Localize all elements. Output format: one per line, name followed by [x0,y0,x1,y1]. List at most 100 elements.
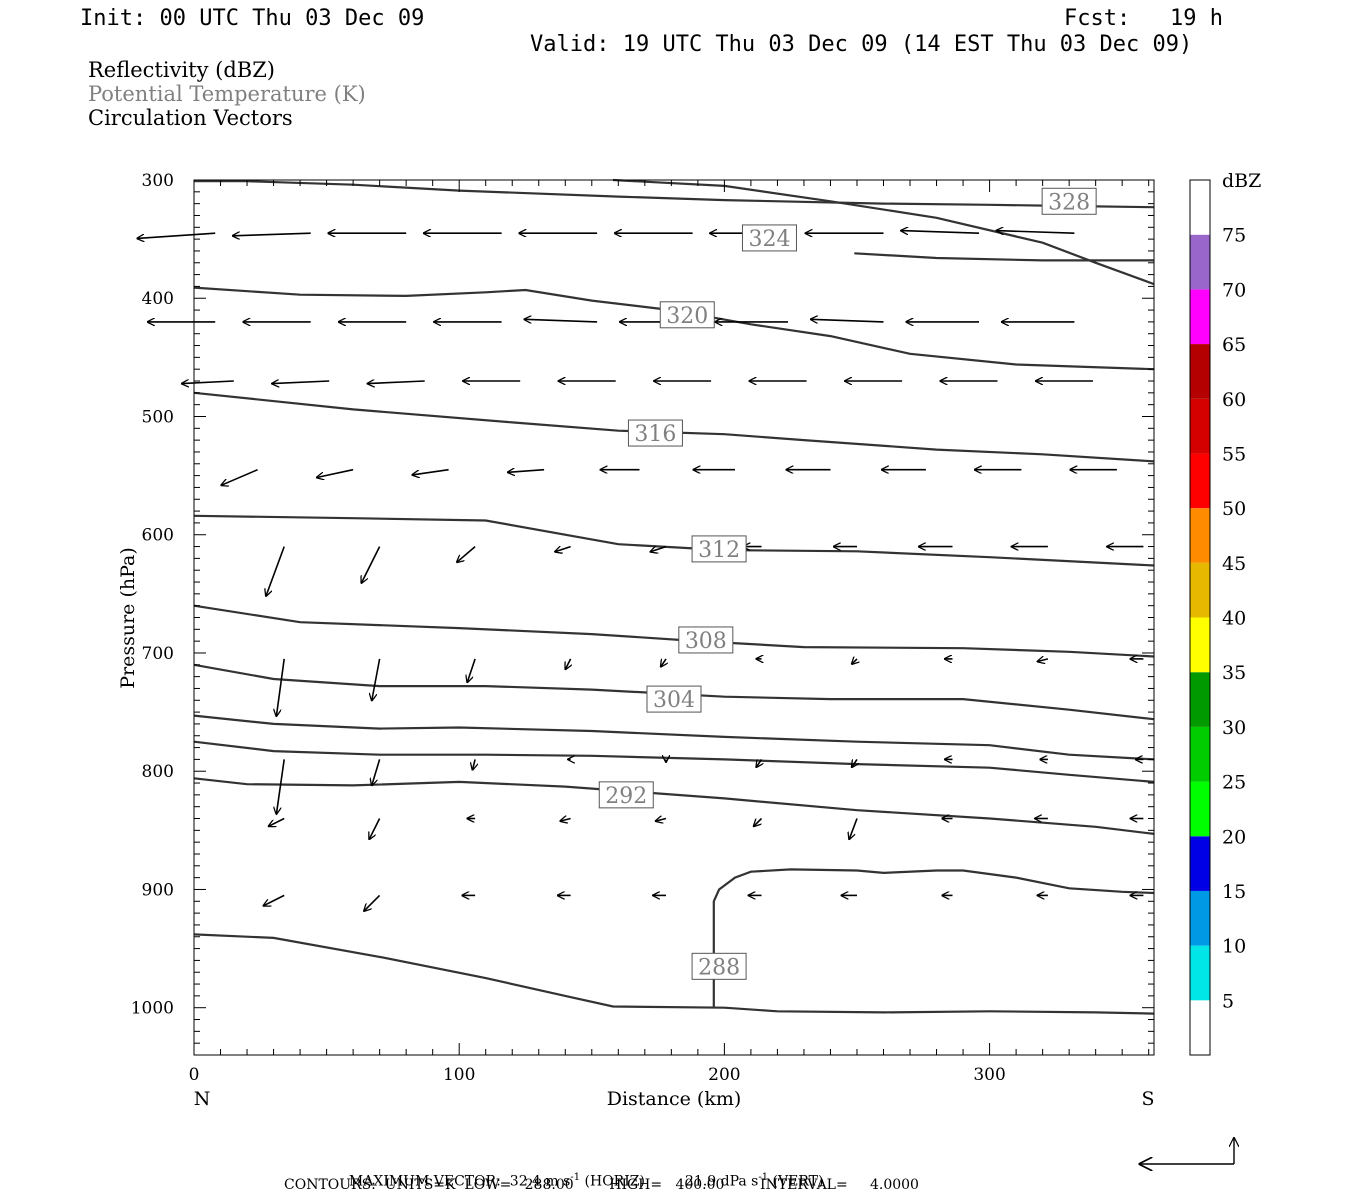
y-tick-label: 300 [142,171,174,191]
colorbar-level-label: 70 [1222,279,1246,301]
contour-label-box [627,419,683,447]
circulation-vector [650,547,667,552]
circulation-vector [276,658,285,716]
colorbar-segment [1190,508,1210,563]
circulation-vector [560,819,571,822]
circulation-vector [372,658,381,701]
circulation-vector [368,381,425,384]
circulation-vector [317,468,354,478]
colorbar-segment [1190,453,1210,509]
colorbar-level-label: 15 [1222,881,1246,903]
colorbar-segment [1190,890,1210,946]
circulation-vector [361,546,381,583]
circulation-vector [372,759,381,785]
colorbar-segment [1190,945,1210,1001]
contour-label-box [659,301,715,329]
colorbar-level-label: 25 [1222,772,1246,794]
contour-label-304: 304 [646,685,702,713]
contour-label-box [741,224,797,252]
contour-label-text: 316 [634,422,676,447]
colorbar-level-label: 40 [1222,608,1246,630]
circulation-vector [467,658,476,682]
colorbar-segment [1190,672,1210,727]
circulation-vector [276,759,285,814]
contours-note: CONTOURS: UNITS=K LOW= 288.00 HIGH= 400.… [284,1177,919,1193]
y-tick-label: 800 [142,762,174,782]
theta-contour-292 [193,777,1155,835]
theta-contour-unlabeled [712,868,1155,1008]
circulation-vector [182,381,234,384]
y-axis-title: Pressure (hPa) [117,547,139,689]
x-axis-title: Distance (km) [607,1088,742,1110]
colorbar-segment [1190,562,1210,618]
colorbar-segment [1190,234,1210,290]
colorbar-segment [1190,726,1210,782]
colorbar-level-label: 30 [1222,717,1246,739]
circulation-vector [508,470,545,473]
max-vector-mid: (HORIZ) 21.9 dPa s [580,1173,759,1190]
colorbar-unit: dBZ [1222,170,1261,192]
theta-contour-328 [194,180,1155,209]
circulation-vector [269,817,285,827]
y-axis: 300 400 500 600 700 800 900 1000 [131,171,1154,1056]
circulation-vector [756,758,761,767]
circulation-vector [412,468,449,475]
circulation-vector [555,547,571,552]
field-reflectivity-label: Reflectivity (dBZ) [88,58,276,82]
circulation-vector [457,545,476,563]
circulation-vector [524,319,598,322]
contour-label-text: 324 [748,227,790,252]
colorbar-segment [1190,1000,1210,1055]
colorbar-level-label: 65 [1222,334,1246,356]
colorbar-segment [1190,398,1210,454]
valid-time: Valid: 19 UTC Thu 03 Dec 09 (14 EST Thu … [530,32,1193,57]
max-vector-suffix: (VERT) [768,1173,824,1190]
colorbar-frame [1189,179,1211,1056]
circulation-vector [656,819,667,822]
circulation-vector [266,546,285,596]
contour-label-324: 324 [741,224,797,252]
colorbar-level-label: 10 [1222,936,1246,958]
contour-label-text: 308 [685,629,727,654]
x-tick-label: 100 [443,1065,475,1085]
contour-label-288: 288 [691,952,747,980]
x-end-label-north: N [194,1088,211,1110]
circulation-vector [996,231,1075,234]
contour-label-box [678,626,734,654]
theta-contour-308 [193,604,1155,658]
theta-contour-312 [193,514,1155,567]
circulation-vector [852,659,857,664]
colorbar-segment [1190,289,1210,345]
y-tick-label: 700 [142,644,174,664]
colorbar-segment [1190,344,1210,399]
theta-contour-288 [193,933,1155,1015]
circulation-vector [221,468,258,486]
contour-label-292: 292 [598,781,654,809]
y-tick-label: 1000 [131,999,174,1019]
colorbar-level-label: 60 [1222,389,1246,411]
contour-label-box [1041,187,1097,215]
circulation-vector [272,381,330,384]
colorbar-segment [1190,180,1210,235]
contour-label-text: 328 [1048,190,1090,215]
colorbar-level-label: 5 [1222,990,1234,1012]
max-vector-note: MAXIMUM VECTOR: 32.4 m s-1 (HORIZ) 21.9 … [340,1159,824,1190]
circulation-vector [849,818,858,840]
colorbar-level-label: 75 [1222,225,1246,247]
forecast-hour: Fcst: 19 h [1064,6,1223,31]
circulation-vector [565,658,570,669]
circulation-vector [473,759,476,769]
y-tick-label: 900 [142,880,174,900]
circulation-vector [852,758,857,767]
contour-label-316: 316 [627,419,683,447]
circulation-vector [369,818,381,840]
contour-labels: 328 324 320 316 312 308 304 292 288 [598,187,1097,980]
contour-label-328: 328 [1041,187,1097,215]
contour-label-320: 320 [659,301,715,329]
max-vector-unit-exp2: -1 [758,1172,769,1183]
y-tick-label: 500 [142,407,174,427]
y-tick-label: 600 [142,526,174,546]
colorbar: 5 10 15 20 25 30 35 40 45 50 55 60 65 70 75 [1189,179,1246,1056]
contour-label-text: 320 [666,304,708,329]
